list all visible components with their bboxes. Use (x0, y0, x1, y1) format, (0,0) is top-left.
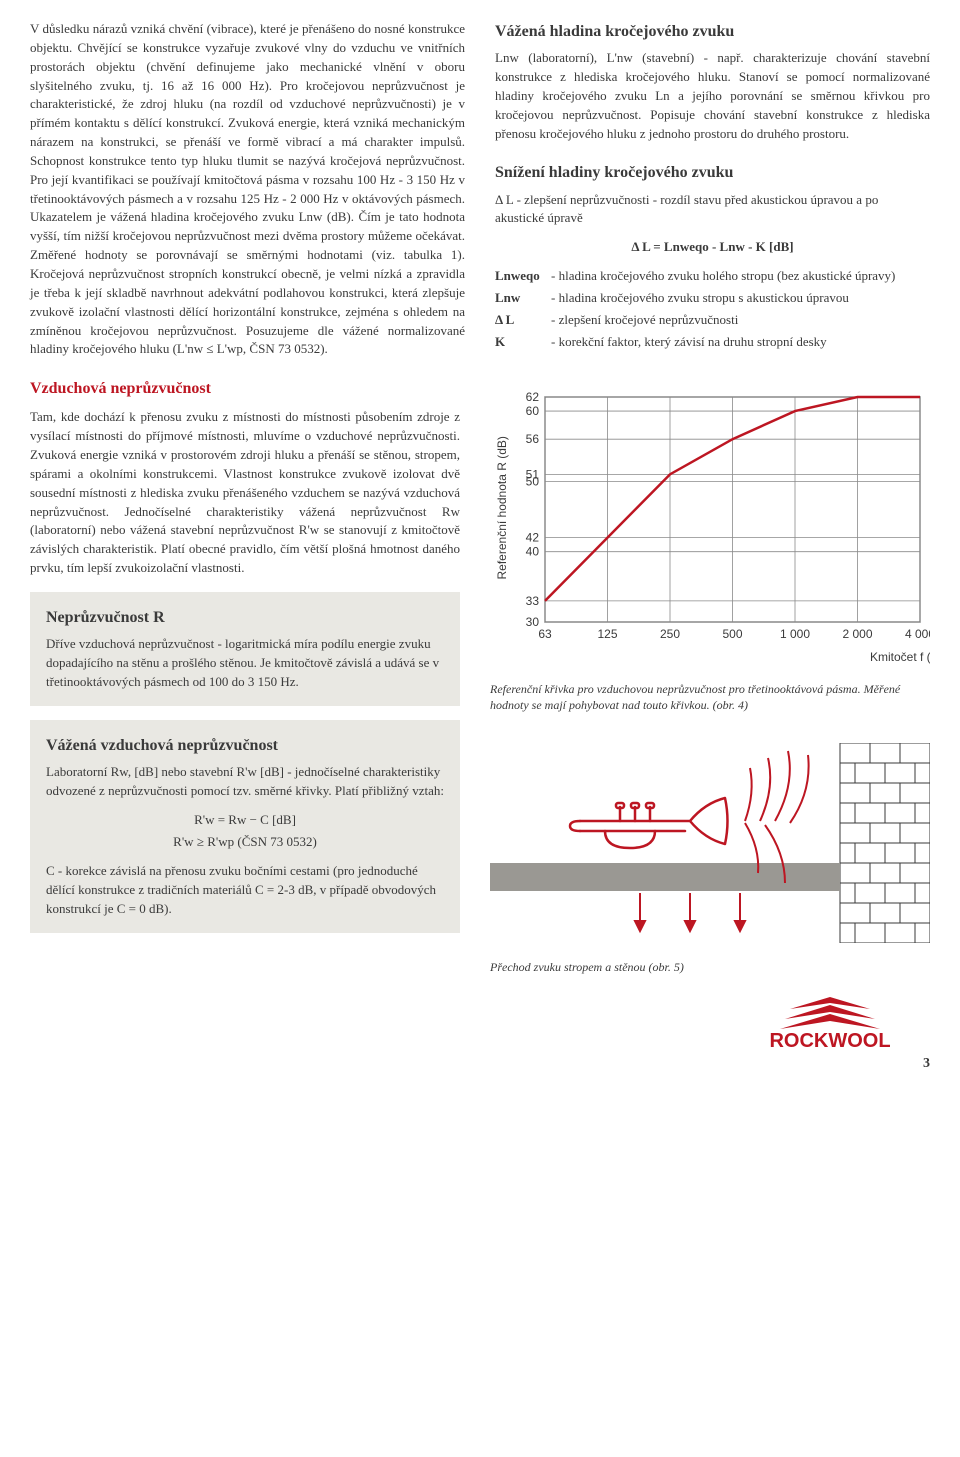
boxvvn-intro: Laboratorní Rw, [dB] nebo stavební R'w [… (46, 763, 444, 801)
svg-text:30: 30 (526, 615, 540, 629)
svg-text:2 000: 2 000 (842, 627, 872, 641)
svg-text:Referenční hodnota R (dB): Referenční hodnota R (dB) (495, 436, 509, 579)
svg-text:125: 125 (597, 627, 617, 641)
svg-text:62: 62 (526, 390, 540, 404)
vhkz-body: Lnw (laboratorní), L'nw (stavební) - nap… (495, 49, 930, 143)
svg-text:40: 40 (526, 545, 540, 559)
def-key-0: Lnweqo (495, 267, 551, 286)
svg-text:250: 250 (660, 627, 680, 641)
arrows-down (635, 893, 745, 931)
boxr-body: Dříve vzduchová neprůzvučnost - logaritm… (46, 635, 444, 692)
shkz-intro: Δ L - zlepšení neprůzvučnosti - rozdíl s… (495, 191, 930, 229)
box-vvn: Vážená vzduchová neprůzvučnost Laborator… (30, 720, 460, 933)
boxvvn-formula2: R'w ≥ R'wp (ČSN 73 0532) (46, 833, 444, 852)
box-r: Neprůzvučnost R Dříve vzduchová neprůzvu… (30, 592, 460, 706)
svg-text:500: 500 (722, 627, 742, 641)
def-key-3: K (495, 333, 551, 352)
reference-curve-chart: 631252505001 0002 0004 00030334042505156… (490, 387, 930, 713)
sound-transmission-illustration: Přechod zvuku stropem a stěnou (obr. 5) (490, 743, 930, 976)
svg-text:ROCKWOOL: ROCKWOOL (769, 1030, 890, 1050)
svg-text:33: 33 (526, 594, 540, 608)
trumpet-icon (570, 798, 728, 848)
intro-paragraph: V důsledku nárazů vzniká chvění (vibrace… (30, 20, 465, 359)
shkz-heading: Snížení hladiny kročejového zvuku (495, 161, 930, 184)
vhkz-heading: Vážená hladina kročejového zvuku (495, 20, 930, 43)
page-number: 3 (490, 1054, 930, 1074)
vzdn-heading: Vzduchová neprůzvučnost (30, 377, 460, 400)
boxvvn-formula1: R'w = Rw − C [dB] (46, 811, 444, 830)
def-key-2: Δ L (495, 311, 551, 330)
floor-slab (490, 863, 840, 891)
def-val-3: - korekční faktor, který závisí na druhu… (551, 333, 930, 352)
svg-text:1 000: 1 000 (780, 627, 810, 641)
def-val-1: - hladina kročejového zvuku stropu s aku… (551, 289, 930, 308)
boxvvn-heading: Vážená vzduchová neprůzvučnost (46, 734, 444, 757)
def-val-2: - zlepšení kročejové neprůzvučnosti (551, 311, 930, 330)
shkz-deflist: Lnweqo- hladina kročejového zvuku holého… (495, 267, 930, 351)
svg-text:56: 56 (526, 432, 540, 446)
def-key-1: Lnw (495, 289, 551, 308)
illus-caption: Přechod zvuku stropem a stěnou (obr. 5) (490, 959, 930, 976)
svg-text:51: 51 (526, 468, 540, 482)
boxr-heading: Neprůzvučnost R (46, 606, 444, 629)
svg-text:4 000: 4 000 (905, 627, 930, 641)
svg-text:63: 63 (538, 627, 552, 641)
svg-text:60: 60 (526, 404, 540, 418)
vzdn-body: Tam, kde dochází k přenosu zvuku z místn… (30, 408, 460, 578)
rockwool-logo: ROCKWOOL (490, 995, 930, 1050)
svg-text:Kmitočet f (Hz): Kmitočet f (Hz) (870, 650, 930, 664)
brick-wall (840, 743, 930, 943)
boxvvn-note: C - korekce závislá na přenosu zvuku boč… (46, 862, 444, 919)
chart-caption: Referenční křivka pro vzduchovou neprůzv… (490, 681, 930, 713)
shkz-formula: Δ L = Lnweqo - Lnw - K [dB] (495, 238, 930, 257)
def-val-0: - hladina kročejového zvuku holého strop… (551, 267, 930, 286)
svg-text:42: 42 (526, 531, 540, 545)
